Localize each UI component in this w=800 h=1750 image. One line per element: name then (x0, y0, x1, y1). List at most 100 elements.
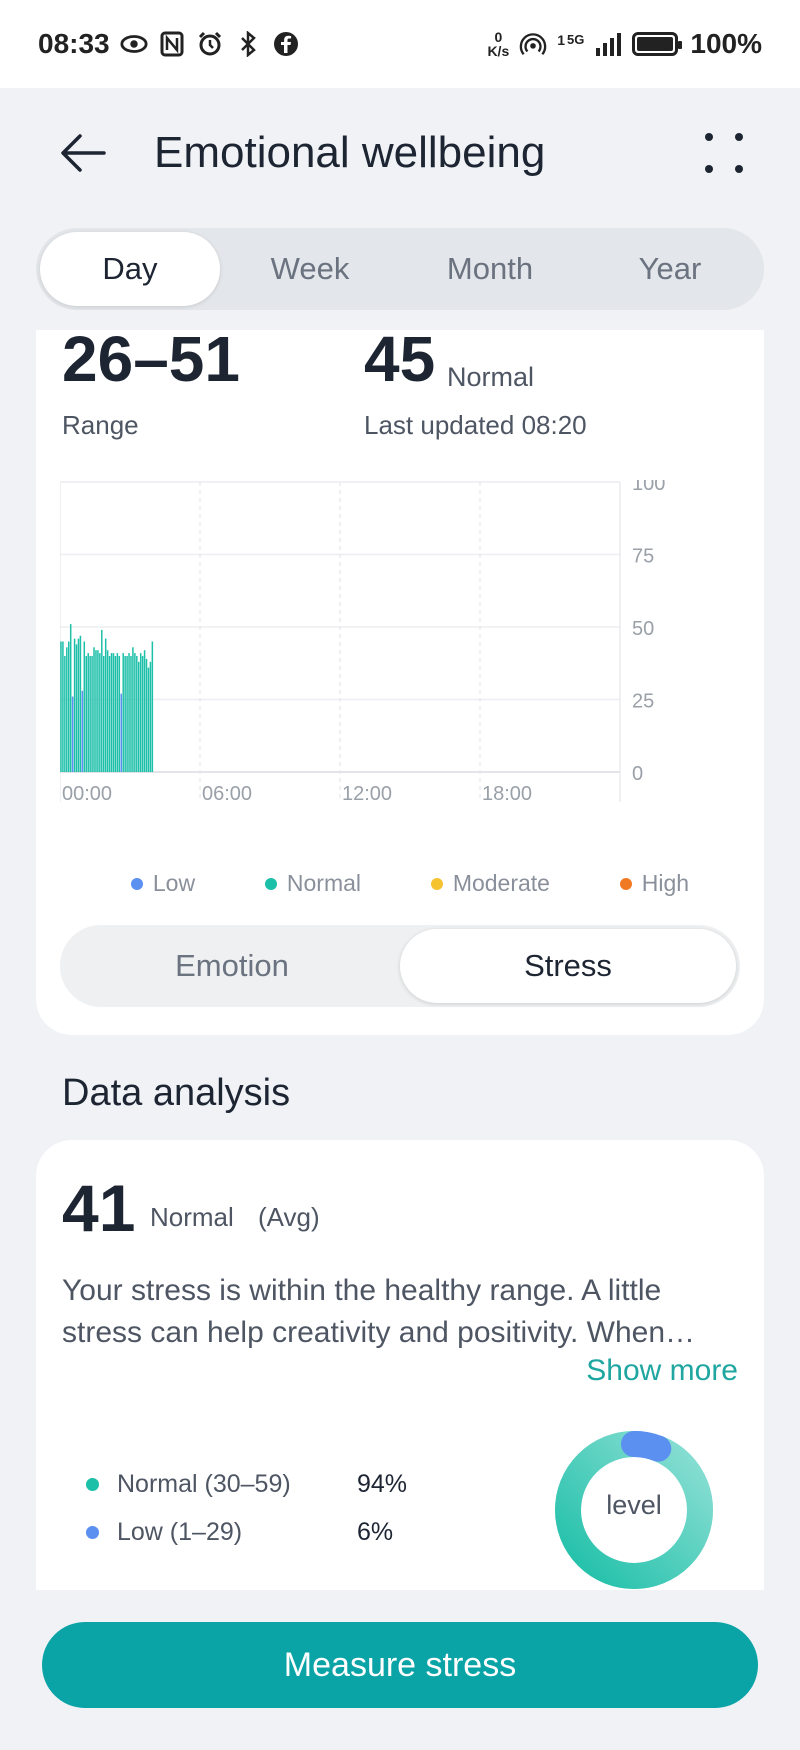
stress-bar (68, 641, 70, 772)
hotspot-icon (519, 30, 547, 58)
distribution-dot-low (86, 1526, 99, 1539)
more-dot (705, 165, 713, 173)
legend-item-moderate: Moderate (430, 870, 550, 897)
stress-bar (147, 667, 150, 772)
period-tabs: Day Week Month Year (36, 228, 764, 310)
stress-bar (104, 638, 107, 772)
distribution-row-normal: Normal (30–59) 94% (86, 1470, 407, 1499)
analysis-description: Your stress is within the healthy range.… (62, 1274, 696, 1349)
speed-unit: K/s (487, 43, 510, 59)
stress-bar (87, 653, 89, 772)
y-tick-label: 75 (632, 546, 654, 568)
stress-bar (116, 653, 119, 772)
stress-chart-card: 26–51 Range 45 Normal Last updated 08:20… (36, 323, 764, 1035)
chart-svg: 100 75 50 25 0 00:00 06:00 12:00 18:00 (59, 473, 665, 805)
stress-bar (139, 653, 142, 772)
stress-bar (69, 624, 72, 772)
x-tick-label: 18:00 (482, 783, 532, 805)
show-more-link[interactable]: Show more (586, 1354, 738, 1387)
stress-bar (106, 650, 109, 772)
back-button[interactable] (60, 118, 130, 188)
x-tick-label: 06:00 (202, 783, 252, 805)
distribution-row-low: Low (1–29) 6% (86, 1518, 393, 1547)
avg-value: 41 (62, 1171, 136, 1245)
legend-label-normal: Normal (286, 870, 362, 896)
legend-item-high: High (619, 870, 689, 897)
mode-toggle: Emotion Stress (60, 925, 740, 1007)
more-dot (735, 133, 743, 141)
section-title-data-analysis: Data analysis (62, 1072, 291, 1114)
stress-bar (75, 644, 78, 772)
stress-bar (85, 656, 87, 772)
stress-bar (124, 656, 126, 772)
eye-icon (120, 30, 148, 58)
x-tick-label: 12:00 (342, 783, 392, 805)
distribution-percent-normal: 94% (357, 1470, 408, 1498)
stress-bar (132, 647, 134, 772)
tab-day[interactable]: Day (40, 232, 220, 306)
donut-segment-low-cap (555, 1431, 713, 1589)
measure-stress-button[interactable]: Measure stress (42, 1622, 758, 1708)
latest-status: Normal (447, 362, 535, 392)
stress-bar (101, 629, 103, 772)
nfc-icon (158, 30, 186, 58)
avg-suffix: (Avg) (258, 1202, 320, 1232)
network-type: 5G (567, 32, 585, 47)
stress-bar (64, 656, 66, 772)
y-tick-label: 50 (632, 618, 654, 640)
stress-bar (97, 650, 99, 772)
legend-label-moderate: Moderate (452, 870, 550, 896)
last-updated: Last updated 08:20 (364, 410, 587, 440)
latest-value: 45 (364, 323, 436, 395)
signal-icon (594, 30, 622, 58)
speed-value: 0 (494, 29, 503, 45)
range-label: Range (62, 410, 139, 440)
stress-bar (141, 656, 144, 772)
stress-bar (89, 656, 91, 772)
stress-bar (130, 656, 132, 772)
tab-emotion[interactable]: Emotion (175, 948, 289, 983)
x-tick-label: 00:00 (62, 783, 112, 805)
stress-bar (108, 656, 111, 772)
legend-dot-low (130, 877, 143, 890)
network-speed: 0 K/s (487, 30, 509, 58)
back-arrow-icon (61, 134, 106, 172)
app-header: Emotional wellbeing (0, 88, 800, 218)
stress-bar (138, 661, 140, 772)
range-value: 26–51 (62, 323, 240, 395)
stress-bar (62, 641, 64, 772)
battery-icon (632, 32, 683, 56)
status-time: 08:33 (38, 28, 110, 59)
stress-bar (122, 653, 124, 772)
bluetooth-icon (234, 30, 262, 58)
stress-bar (143, 650, 146, 772)
tab-stress[interactable]: Stress (400, 929, 736, 1003)
tab-year[interactable]: Year (638, 251, 702, 286)
stress-bar (118, 656, 121, 772)
legend-dot-normal (264, 877, 277, 890)
legend-item-normal: Normal (264, 870, 362, 897)
status-left: 08:33 (38, 28, 300, 60)
distribution-percent-low: 6% (357, 1518, 394, 1546)
stress-bar (81, 690, 84, 772)
y-tick-label: 100 (632, 480, 665, 495)
stress-bar (114, 656, 117, 772)
tab-week[interactable]: Week (270, 251, 350, 286)
stress-bar (71, 696, 74, 772)
stress-bar (145, 658, 148, 772)
stress-bar (110, 653, 113, 772)
stress-bar (151, 641, 154, 772)
stress-bar (112, 653, 115, 772)
stress-bar (128, 653, 130, 772)
tab-month[interactable]: Month (446, 251, 534, 286)
stress-bar (95, 650, 97, 772)
more-options-button[interactable] (700, 128, 750, 178)
stress-bar (103, 656, 105, 772)
page-title: Emotional wellbeing (154, 128, 546, 177)
distribution-dot-normal (86, 1478, 99, 1491)
legend-label-low: Low (152, 870, 196, 896)
y-tick-label: 0 (632, 763, 643, 785)
facebook-icon (272, 30, 300, 58)
stress-bar (83, 641, 86, 772)
stress-bar-chart[interactable]: 100 75 50 25 0 00:00 06:00 12:00 18:00 (59, 473, 760, 830)
